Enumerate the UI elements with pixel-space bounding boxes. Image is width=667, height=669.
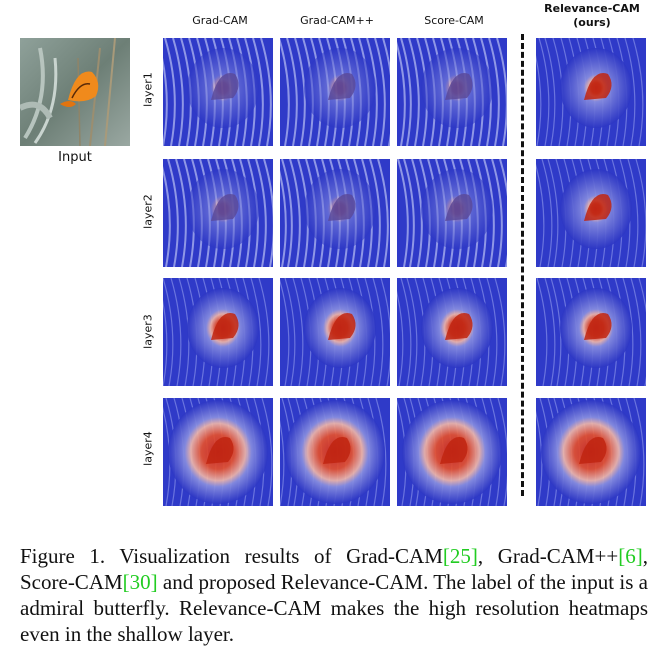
- row-label-layer2: layer2: [141, 194, 155, 229]
- row-label-layer4: layer4: [141, 431, 155, 466]
- input-label: Input: [58, 150, 92, 165]
- heatmap-score-cam-layer3: [397, 278, 507, 386]
- relevance-cam-title: Relevance-CAM: [544, 2, 640, 15]
- caption-part3: , Score-CAM: [20, 544, 648, 594]
- column-header-grad-cam: Grad-CAM: [192, 14, 248, 27]
- column-header-score-cam: Score-CAM: [424, 14, 484, 27]
- heatmap-score-cam-layer1: [397, 38, 507, 146]
- column-header-relevance-cam: Relevance-CAM (ours): [532, 2, 652, 30]
- caption-part2: , Grad-CAM++: [477, 544, 619, 568]
- heatmap-grad-cam-layer3: [163, 278, 273, 386]
- input-image: [20, 38, 130, 146]
- heatmap-relevance-cam-layer1: [536, 38, 646, 146]
- heatmap-grad-cam-plus-plus-layer1: [280, 38, 390, 146]
- heatmap-relevance-cam-layer4: [536, 398, 646, 506]
- heatmap-grad-cam-layer4: [163, 398, 273, 506]
- heatmap-grad-cam-plus-plus-layer3: [280, 278, 390, 386]
- row-label-layer3: layer3: [141, 314, 155, 349]
- row-label-layer1: layer1: [141, 72, 155, 107]
- dashed-divider: [521, 34, 524, 496]
- caption-prefix: Figure 1. Visualization results of Grad-…: [20, 544, 443, 568]
- heatmap-grad-cam-layer2: [163, 159, 273, 267]
- heatmap-score-cam-layer4: [397, 398, 507, 506]
- caption-suffix: and proposed Relevance-CAM. The label of…: [20, 570, 648, 646]
- figure-caption: Figure 1. Visualization results of Grad-…: [20, 543, 648, 647]
- citation-score-cam[interactable]: [30]: [122, 570, 158, 594]
- citation-grad-cam[interactable]: [25]: [442, 544, 478, 568]
- heatmap-relevance-cam-layer2: [536, 159, 646, 267]
- column-header-grad-cam-plus-plus: Grad-CAM++: [300, 14, 374, 27]
- relevance-cam-subtitle: (ours): [573, 16, 611, 29]
- heatmap-score-cam-layer2: [397, 159, 507, 267]
- citation-grad-cam-plus-plus[interactable]: [6]: [618, 544, 643, 568]
- heatmap-grad-cam-layer1: [163, 38, 273, 146]
- heatmap-relevance-cam-layer3: [536, 278, 646, 386]
- heatmap-grad-cam-plus-plus-layer2: [280, 159, 390, 267]
- heatmap-grad-cam-plus-plus-layer4: [280, 398, 390, 506]
